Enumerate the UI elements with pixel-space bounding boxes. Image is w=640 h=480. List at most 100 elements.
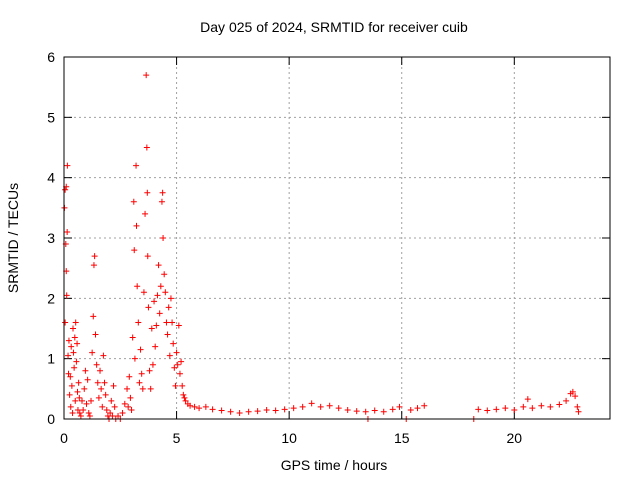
data-point [64,162,71,169]
data-point [115,412,122,419]
data-point [173,349,180,356]
data-point [86,412,93,419]
data-point [155,262,162,269]
data-point [563,397,570,404]
data-point [110,382,117,389]
data-point [68,382,75,389]
data-point [308,400,315,407]
data-point [524,396,531,403]
data-point [529,405,536,412]
data-point [71,364,78,371]
data-point [396,403,403,410]
data-point [140,289,147,296]
grid [63,56,610,420]
data-point [169,319,176,326]
x-axis-label: GPS time / hours [281,457,388,473]
data-point [178,358,185,365]
data-point [389,406,396,413]
y-tick-label: 4 [47,170,55,186]
data-point [65,370,72,377]
data-point [147,385,154,392]
data-point [67,373,74,380]
data-point [547,403,554,410]
x-tick-label: 0 [60,430,68,446]
data-point [68,343,75,350]
data-point [574,403,581,410]
data-point [84,376,91,383]
data-point [142,210,149,217]
data-point [79,397,86,404]
data-point [165,304,172,311]
data-point [156,310,163,317]
data-point [144,253,151,260]
data-point [182,397,189,404]
data-point [151,298,158,305]
data-point [94,379,101,386]
data-point [77,412,84,419]
data-point [126,373,133,380]
data-point [88,397,95,404]
data-point [414,405,421,412]
data-point [493,406,500,413]
data-point [171,364,178,371]
data-point [107,409,114,416]
data-point [176,370,183,377]
x-tick-label: 15 [394,430,410,446]
data-point [74,340,81,347]
y-tick-label: 1 [47,351,55,367]
data-point [218,407,225,414]
data-point [161,271,168,278]
y-tick-label: 0 [47,411,55,427]
data-point [164,331,171,338]
y-tick-label: 6 [47,49,55,65]
data-point [170,340,177,347]
data-point [90,262,97,269]
data-point [538,402,545,409]
data-point [133,222,140,229]
data-point [145,304,152,311]
data-point [129,334,136,341]
data-point [70,325,77,332]
data-point [83,400,90,407]
data-point [569,388,576,395]
data-point [575,408,582,415]
data-point [290,405,297,412]
chart-title: Day 025 of 2024, SRMTID for receiver cui… [200,19,468,35]
data-point [85,409,92,416]
data-point [143,144,150,151]
data-point [175,322,182,329]
data-point [124,385,131,392]
data-point [335,405,342,412]
data-point [202,403,209,410]
data-point [137,346,144,353]
data-point [556,401,563,408]
data-point [62,186,69,193]
data-point [67,403,74,410]
data-point [81,385,88,392]
data-point [92,331,99,338]
data-point [64,228,71,235]
data-point [191,403,198,410]
data-point [484,407,491,414]
data-point [272,407,279,414]
data-point [135,319,142,326]
data-point [100,352,107,359]
data-point [69,409,76,416]
data-point [130,198,137,205]
data-point [97,367,104,374]
y-tick-label: 3 [47,230,55,246]
data-point [74,406,81,413]
data-point [108,397,115,404]
data-point [72,319,79,326]
data-point [62,319,69,326]
y-axis-label: SRMTID / TECUs [5,183,21,293]
data-point [65,337,72,344]
data-point [134,283,141,290]
data-point [196,405,203,412]
data-point [76,409,83,416]
data-point [344,406,351,413]
data-point [181,394,188,401]
data-point [167,295,174,302]
data-point [148,325,155,332]
